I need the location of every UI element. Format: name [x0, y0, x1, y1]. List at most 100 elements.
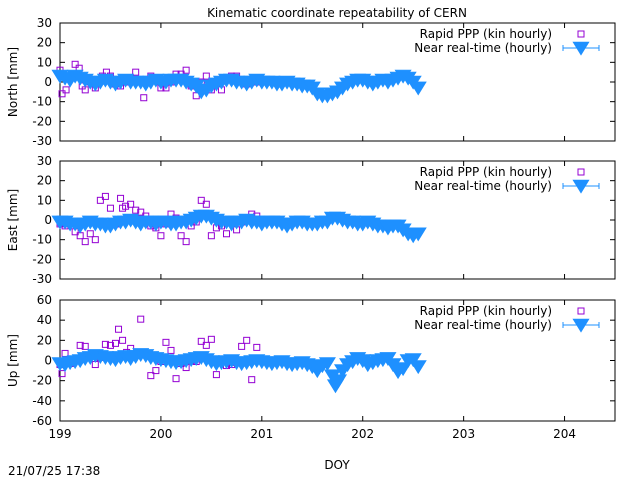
ppp-point: [167, 346, 175, 354]
y-tick-label: -30: [32, 134, 52, 148]
y-tick-label: 20: [37, 36, 52, 50]
legend: Rapid PPP (kin hourly)Near real-time (ho…: [414, 27, 600, 56]
ppp-point: [137, 315, 145, 323]
y-tick-label: 0: [44, 354, 52, 368]
ppp-point: [115, 325, 123, 333]
y-tick-label: 0: [44, 213, 52, 227]
ppp-point: [197, 196, 205, 204]
legend-label-ppp: Rapid PPP (kin hourly): [420, 165, 552, 179]
y-tick-label: 10: [37, 193, 52, 207]
ppp-point: [140, 94, 148, 102]
legend-label-ppp: Rapid PPP (kin hourly): [420, 27, 552, 41]
y-tick-label: -10: [32, 95, 52, 109]
ppp-point: [182, 238, 190, 246]
ppp-point: [137, 208, 145, 216]
y-tick-label: 40: [37, 313, 52, 327]
y-axis-label: Up [mm]: [6, 334, 20, 387]
y-tick-label: -60: [32, 414, 52, 428]
ppp-point: [96, 196, 104, 204]
ppp-point: [212, 371, 220, 379]
ppp-point: [106, 341, 114, 349]
legend: Rapid PPP (kin hourly)Near real-time (ho…: [414, 304, 600, 333]
series-near-real-time: [51, 209, 427, 244]
y-tick-label: 30: [37, 16, 52, 30]
nrt-point: [404, 353, 422, 368]
y-tick-label: -30: [32, 272, 52, 286]
nrt-point: [409, 81, 427, 96]
series-near-real-time: [51, 348, 427, 394]
ppp-point: [162, 338, 170, 346]
ppp-point: [147, 372, 155, 380]
nrt-point: [409, 227, 427, 242]
ppp-point: [81, 342, 89, 350]
x-axis-label: DOY: [324, 458, 350, 472]
y-tick-label: -20: [32, 252, 52, 266]
legend-label-nrt: Near real-time (hourly): [414, 41, 552, 55]
ppp-point: [207, 232, 215, 240]
ppp-point: [86, 230, 94, 238]
y-axis-label: East [mm]: [6, 189, 20, 251]
panel-up: -60 -40 -20 0 20 40 60 199 200 201 202 203 204 Up [mm…: [6, 293, 616, 441]
y-tick-label: 0: [44, 75, 52, 89]
ppp-point: [238, 342, 246, 350]
ppp-point: [106, 204, 114, 212]
ppp-point: [127, 200, 135, 208]
ppp-point: [119, 336, 127, 344]
ppp-point: [101, 340, 109, 348]
ppp-point: [182, 66, 190, 74]
y-axis-label: North [mm]: [6, 47, 20, 117]
x-tick-label: 203: [452, 427, 475, 441]
ppp-point: [91, 236, 99, 244]
ppp-point: [202, 341, 210, 349]
ppp-point: [172, 375, 180, 383]
ppp-point: [81, 238, 89, 246]
series-near-real-time: [51, 69, 427, 104]
ppp-point: [248, 376, 256, 384]
panel-east: -30 -20 -10 0 10 20 30 East [mm] Rapid PPP (kin …: [6, 154, 616, 286]
x-tick-label: 201: [250, 427, 273, 441]
ppp-point: [177, 232, 185, 240]
nrt-point: [409, 360, 427, 375]
panel-north: -30 -20 -10 0 10 20 30 North [mm] Rapid PPP (kin…: [6, 16, 616, 148]
x-tick-label: 200: [149, 427, 172, 441]
y-tick-label: 10: [37, 55, 52, 69]
legend-label-nrt: Near real-time (hourly): [414, 318, 552, 332]
y-tick-label: 30: [37, 154, 52, 168]
nrt-point: [318, 357, 336, 372]
ppp-point: [202, 72, 210, 80]
ppp-point: [101, 192, 109, 200]
ppp-point: [243, 336, 251, 344]
ppp-point: [58, 90, 66, 98]
legend-marker-ppp: [577, 168, 585, 176]
x-tick-label: 204: [553, 427, 576, 441]
ppp-point: [71, 60, 79, 68]
ppp-point: [132, 68, 140, 76]
legend-label-nrt: Near real-time (hourly): [414, 179, 552, 193]
ppp-point: [62, 86, 70, 94]
y-tick-label: -20: [32, 374, 52, 388]
x-tick-label: 199: [49, 427, 72, 441]
legend-marker-nrt: [572, 179, 590, 194]
y-tick-label: -10: [32, 233, 52, 247]
y-tick-label: 60: [37, 293, 52, 307]
timestamp: 21/07/25 17:38: [8, 464, 100, 478]
x-tick-label: 202: [351, 427, 374, 441]
y-tick-label: 20: [37, 174, 52, 188]
ppp-point: [122, 202, 130, 210]
ppp-point: [253, 343, 261, 351]
ppp-point: [76, 341, 84, 349]
ppp-point: [152, 367, 160, 375]
ppp-point: [223, 230, 230, 238]
ppp-point: [157, 232, 165, 240]
legend-marker-nrt: [572, 41, 590, 56]
ppp-point: [132, 206, 140, 214]
y-tick-label: -20: [32, 114, 52, 128]
ppp-point: [197, 337, 205, 345]
legend-marker-ppp: [577, 307, 585, 315]
legend: Rapid PPP (kin hourly)Near real-time (ho…: [414, 165, 600, 194]
ppp-point: [112, 339, 119, 347]
ppp-point: [207, 335, 215, 343]
y-tick-label: -40: [32, 394, 52, 408]
